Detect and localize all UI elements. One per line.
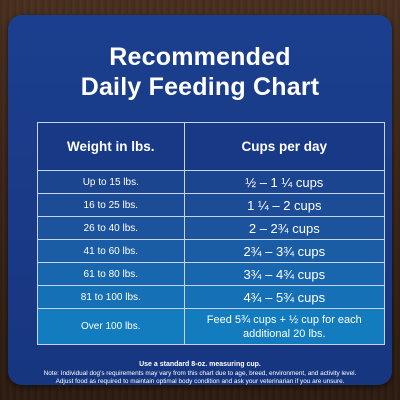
table-row: 41 to 60 lbs. 2¾ – 3¾ cups (38, 240, 385, 263)
measuring-cup-note: Use a standard 8-oz. measuring cup. (139, 361, 261, 368)
cups-cell: Feed 5¾ cups + ½ cup for each additional… (184, 309, 385, 345)
adjustment-note: Adjust food as required to maintain opti… (55, 378, 345, 385)
page-title-line-1: Recommended (109, 43, 291, 71)
cups-cell: ½ – 1 ¼ cups (184, 171, 385, 194)
requirements-note: Note: Individual dog's requirements may … (43, 370, 357, 377)
weight-cell: 16 to 25 lbs. (38, 194, 185, 217)
feeding-table: Weight in lbs. Cups per day Up to 15 lbs… (37, 122, 385, 345)
cups-cell: 1 ¼ – 2 cups (184, 194, 385, 217)
table-header-row: Weight in lbs. Cups per day (38, 123, 385, 171)
table-row: 81 to 100 lbs. 4¾ – 5¾ cups (38, 286, 385, 309)
table-row: 26 to 40 lbs. 2 – 2¾ cups (38, 217, 385, 240)
cups-cell: 2 – 2¾ cups (184, 217, 385, 240)
weight-cell: 41 to 60 lbs. (38, 240, 185, 263)
weight-cell: 26 to 40 lbs. (38, 217, 185, 240)
cups-cell: 3¾ – 4¾ cups (184, 263, 385, 286)
header-weight: Weight in lbs. (38, 123, 185, 171)
weight-cell: Up to 15 lbs. (38, 171, 185, 194)
table-row: 61 to 80 lbs. 3¾ – 4¾ cups (38, 263, 385, 286)
weight-cell: Over 100 lbs. (38, 309, 185, 345)
feeding-chart-card: Recommended Daily Feeding Chart Weight i… (8, 15, 392, 385)
table-row: Over 100 lbs. Feed 5¾ cups + ½ cup for e… (38, 309, 385, 345)
weight-cell: 81 to 100 lbs. (38, 286, 185, 309)
table-row: Up to 15 lbs. ½ – 1 ¼ cups (38, 171, 385, 194)
page-title-line-2: Daily Feeding Chart (80, 73, 320, 101)
cups-cell: 2¾ – 3¾ cups (184, 240, 385, 263)
cups-cell: 4¾ – 5¾ cups (184, 286, 385, 309)
header-cups: Cups per day (184, 123, 385, 171)
weight-cell: 61 to 80 lbs. (38, 263, 185, 286)
table-row: 16 to 25 lbs. 1 ¼ – 2 cups (38, 194, 385, 217)
